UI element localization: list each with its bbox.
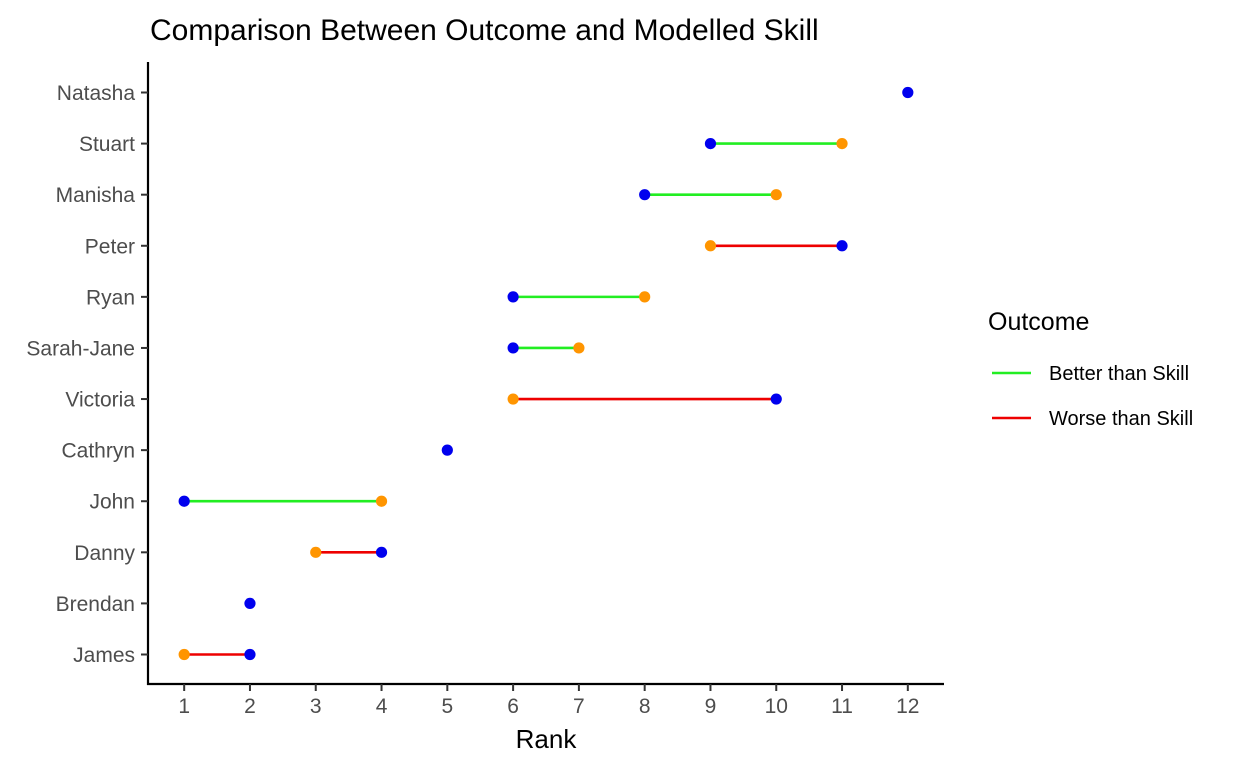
y-tick-label: John	[89, 491, 135, 514]
outcome-point-stuart	[836, 137, 848, 150]
skill-point-manisha	[639, 189, 651, 201]
outcome-point-sarah-jane	[573, 342, 585, 354]
skill-point-stuart	[704, 137, 717, 150]
legend-label: Worse than Skill	[1049, 408, 1193, 430]
legend: Outcome Better than Skill Worse than Skil…	[988, 308, 1193, 430]
x-tick-label: 4	[376, 695, 388, 718]
skill-point-peter	[836, 240, 848, 252]
skill-point-brendan	[244, 597, 256, 610]
x-tick-label: 11	[831, 695, 853, 718]
outcome-point-john	[375, 495, 388, 507]
y-tick-label: Peter	[85, 235, 135, 258]
x-axis-title: Rank	[516, 724, 578, 754]
x-tick-label: 7	[573, 695, 585, 718]
skill-point-cathryn	[441, 444, 453, 456]
skill-point-natasha	[902, 86, 914, 99]
y-tick-label: Victoria	[65, 389, 135, 412]
y-tick-label: Ryan	[86, 286, 135, 309]
outcome-point-manisha	[770, 189, 782, 201]
outcome-point-james	[178, 648, 190, 661]
y-tick-label: Cathryn	[61, 440, 135, 463]
chart-title: Comparison Between Outcome and Modelled …	[150, 14, 819, 47]
skill-point-james	[244, 648, 256, 661]
y-tick-label: Danny	[74, 542, 135, 565]
skill-point-john	[178, 495, 190, 507]
outcome-point-victoria	[507, 393, 519, 405]
skill-point-ryan	[507, 291, 519, 303]
y-tick-label: Sarah-Jane	[26, 337, 135, 360]
skill-point-danny	[375, 546, 388, 558]
y-tick-label: Brendan	[56, 593, 135, 616]
skill-point-victoria	[770, 393, 782, 405]
x-tick-label: 3	[310, 695, 322, 718]
x-tick-label: 5	[441, 695, 453, 718]
y-tick-label: James	[73, 644, 135, 667]
outcome-point-danny	[310, 546, 322, 558]
plot-area	[178, 86, 914, 661]
y-tick-label: Stuart	[79, 133, 135, 156]
outcome-point-peter	[704, 240, 717, 252]
outcome-point-ryan	[639, 291, 651, 303]
y-axis-ticks: Natasha Stuart Manisha Peter Ryan Sarah-Jane V…	[26, 82, 148, 667]
x-axis-ticks: 1 2 3 4 5 6 7 8 9 10 11 12	[178, 684, 919, 718]
legend-title: Outcome	[988, 308, 1089, 336]
legend-label: Better than Skill	[1049, 363, 1189, 385]
y-tick-label: Manisha	[56, 184, 136, 207]
skill-point-sarah-jane	[507, 342, 519, 354]
x-tick-label: 9	[705, 695, 717, 718]
x-tick-label: 6	[507, 695, 519, 718]
legend-entries: Better than Skill Worse than Skill	[992, 363, 1193, 430]
x-tick-label: 2	[244, 695, 256, 718]
x-tick-label: 8	[639, 695, 651, 718]
x-tick-label: 10	[765, 695, 788, 718]
x-tick-label: 1	[178, 695, 190, 718]
x-tick-label: 12	[896, 695, 919, 718]
y-tick-label: Natasha	[57, 82, 136, 105]
